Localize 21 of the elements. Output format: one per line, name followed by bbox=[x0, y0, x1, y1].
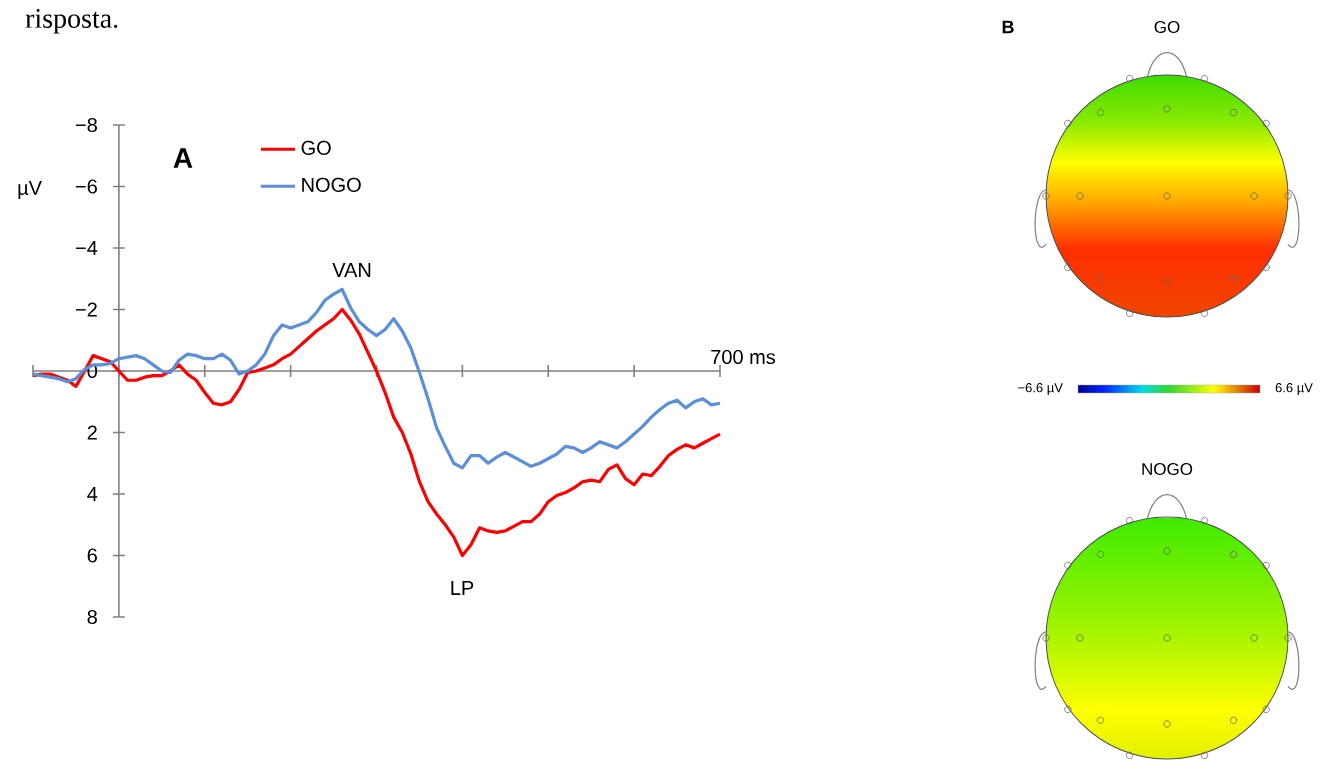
y-tick-label: −4 bbox=[75, 241, 98, 255]
y-tick-label: −2 bbox=[75, 302, 97, 317]
legend-label: GO bbox=[301, 140, 331, 155]
annotation: 700 ms bbox=[711, 349, 776, 365]
y-tick-label: 8 bbox=[87, 609, 97, 625]
text: −6.6 µV bbox=[1018, 383, 1063, 395]
y-tick-label: 4 bbox=[87, 487, 98, 501]
annotation: A bbox=[173, 148, 193, 168]
text: NOGO bbox=[1142, 462, 1193, 476]
text: B bbox=[1002, 20, 1014, 34]
legend-label: NOGO bbox=[302, 177, 361, 192]
annotation: VAN bbox=[332, 263, 371, 277]
text: 6.6 µV bbox=[1275, 383, 1313, 395]
text: risposta. bbox=[25, 9, 118, 34]
annotation: LP bbox=[451, 581, 474, 595]
y-tick-label: 2 bbox=[87, 425, 97, 440]
y-tick-label: −6 bbox=[75, 179, 97, 194]
y-axis-title: µV bbox=[18, 180, 42, 199]
y-tick-label: −8 bbox=[75, 117, 97, 133]
text: GO bbox=[1154, 20, 1180, 34]
y-tick-label: 6 bbox=[87, 548, 97, 563]
